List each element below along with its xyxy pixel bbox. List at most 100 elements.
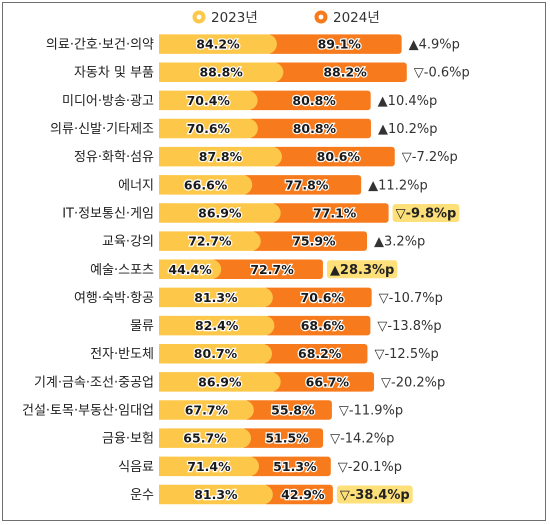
category-label: 의료·간호·보건·의약 [46, 38, 154, 53]
value-label-2024: 77.1% [313, 205, 357, 220]
value-label-2024: 70.6% [301, 290, 345, 305]
value-label-2023: 88.8% [199, 65, 243, 80]
category-label: 건설·토목·부동산·임대업 [22, 404, 154, 419]
category-label: 예술·스포츠 [90, 263, 154, 278]
bar-2023 [159, 428, 251, 448]
bar-2024 [242, 175, 362, 195]
bar-2023 [159, 175, 253, 195]
change-label: ▽-0.6%p [414, 66, 470, 81]
value-label-2023: 87.8% [199, 149, 243, 164]
category-label: 의류·신발·기타제조 [50, 122, 154, 137]
value-label-2023: 86.9% [198, 374, 242, 389]
category-label: IT·정보통신·게임 [62, 206, 154, 221]
legend-label-2023: 2023년 [211, 10, 258, 26]
bar-2024 [248, 118, 371, 139]
change-label: ▽-10.7%p [379, 291, 443, 306]
bar-2023-left-edge [159, 203, 169, 223]
category-label: 미디어·방송·광고 [62, 94, 154, 109]
legend-marker-dot [196, 14, 202, 20]
bar-2023-left-edge [159, 287, 169, 308]
bar-2024 [244, 400, 332, 420]
category-label: 교육·강의 [102, 235, 154, 250]
value-label-2023: 66.6% [184, 177, 228, 192]
bar-2024 [264, 315, 371, 336]
legend-label-2024: 2024년 [333, 10, 380, 26]
bar-2023 [159, 343, 272, 364]
bar-2023-left-edge [159, 34, 169, 54]
change-label: ▽-7.2%p [402, 150, 458, 165]
value-label-2024: 88.2% [323, 65, 367, 80]
value-label-2024: 68.6% [301, 318, 345, 333]
change-highlight [336, 485, 413, 504]
value-label-2024: 80.8% [292, 93, 336, 108]
bar-2023-left-edge [159, 259, 169, 280]
change-label: ▽-9.8%p [396, 206, 457, 221]
change-label: ▽-20.1%p [338, 460, 402, 475]
bar-2023-left-edge [159, 90, 169, 111]
bar-2023 [159, 231, 261, 251]
value-label-2023: 70.6% [187, 121, 231, 136]
bar-2023 [159, 400, 254, 420]
bar-2023 [159, 34, 277, 54]
bar-2024 [241, 428, 324, 448]
category-label: 여행·숙박·항공 [74, 290, 154, 306]
bar-2024 [263, 287, 372, 308]
bar-2023-left-edge [159, 372, 169, 392]
change-label: ▽-20.2%p [381, 375, 445, 390]
change-label: ▽-14.2%p [330, 432, 394, 447]
value-label-2024: 72.7% [250, 262, 294, 277]
change-highlight [392, 203, 460, 222]
category-label: 에너지 [118, 178, 154, 193]
change-label: ▲28.3%p [330, 263, 394, 278]
bar-2023-left-edge [159, 400, 169, 420]
value-label-2024: 80.8% [293, 121, 337, 136]
chart-frame: 2023년 2024년 의료·간호·보건·의약 84.2% 89.1% ▲4.9%p 자동차… [2, 2, 546, 521]
change-label: ▽-12.5%p [374, 347, 438, 362]
bar-2024 [270, 372, 375, 392]
category-label: 기계·금속·조선·중공업 [34, 375, 154, 390]
bar-2024 [247, 90, 371, 111]
value-label-2023: 44.4% [168, 262, 212, 277]
bar-2023 [159, 456, 259, 477]
category-label: 운수 [130, 488, 154, 503]
value-label-2023: 70.4% [187, 93, 231, 108]
bar-2024 [267, 34, 402, 54]
change-highlight [326, 260, 398, 279]
bar-2023 [159, 146, 282, 167]
bar-2023-left-edge [159, 343, 169, 364]
value-label-2024: 66.7% [306, 374, 350, 389]
bar-2023 [159, 62, 284, 82]
change-label: ▽-11.9%p [339, 404, 403, 419]
bar-2024 [273, 62, 407, 82]
bar-2023 [159, 118, 258, 139]
bar-2024 [251, 231, 368, 251]
category-label: 자동차 및 부품 [74, 66, 154, 81]
bar-2024 [263, 484, 333, 505]
value-label-2023: 82.4% [195, 318, 239, 333]
change-label: ▲11.2%p [368, 178, 428, 193]
change-label: ▲10.2%p [378, 122, 438, 137]
value-label-2023: 84.2% [196, 37, 240, 52]
value-label-2023: 65.7% [183, 431, 227, 446]
bar-2023-left-edge [159, 231, 169, 251]
value-label-2023: 86.9% [198, 205, 242, 220]
category-label: 금융·보험 [102, 432, 154, 447]
change-label: ▽-13.8%p [377, 319, 441, 334]
bar-2023 [159, 259, 222, 280]
bar-2023-left-edge [159, 175, 169, 195]
category-label: 정유·화학·섬유 [74, 150, 154, 165]
bar-2023 [159, 315, 275, 336]
value-label-2024: 89.1% [318, 37, 362, 52]
category-label: 전자·반도체 [90, 347, 154, 362]
value-label-2024: 75.9% [292, 234, 336, 249]
bar-2024 [272, 146, 395, 167]
bar-2023 [159, 484, 273, 505]
category-label: 물류 [130, 319, 154, 334]
value-label-2024: 42.9% [281, 487, 325, 502]
value-label-2024: 68.2% [298, 346, 342, 361]
value-label-2024: 51.5% [265, 431, 309, 446]
change-label: ▲10.4%p [378, 94, 438, 109]
value-label-2024: 55.8% [271, 403, 315, 418]
bar-2024 [211, 259, 323, 280]
